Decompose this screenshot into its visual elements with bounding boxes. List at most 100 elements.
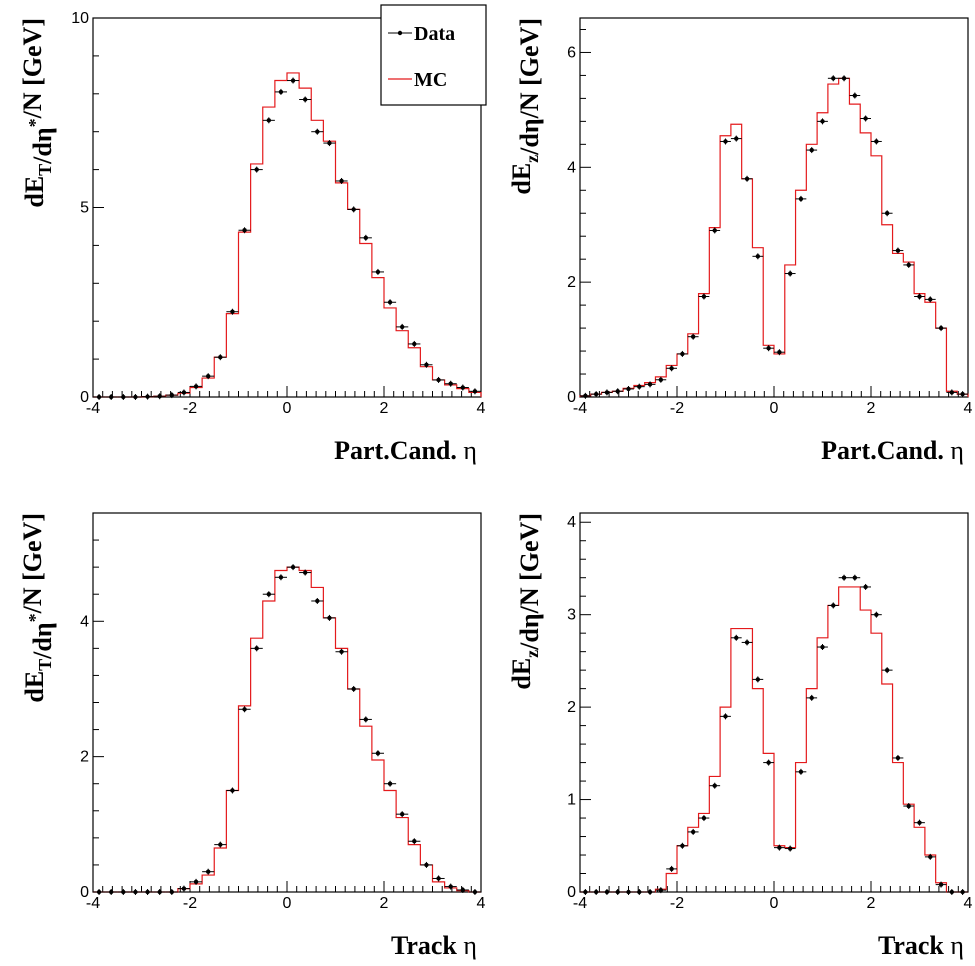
data-point [169,889,175,895]
y-tick-label: 5 [80,200,89,217]
data-point [218,355,223,360]
data-point [734,136,739,141]
data-point [604,390,610,395]
data-point [290,564,296,570]
data-point [145,889,150,895]
x-axis-title-symbol: η [463,931,477,960]
data-point [604,889,610,895]
x-tick-label: 2 [867,400,876,417]
data-point [96,889,102,895]
data-point [399,811,405,817]
x-tick-label: 0 [770,895,779,912]
y-tick-label: 1 [567,792,576,809]
data-point [424,362,429,367]
data-point [615,889,620,895]
x-axis-title: Part.Cand. η [334,436,477,465]
x-axis-title-symbol: η [950,436,964,465]
data-point [230,309,235,314]
panel-top-left: -4 -2 0 2 4 0 5 10 Part.Cand. η dET/dη*/N [GeV] [18,10,486,465]
y-tick-label: 6 [567,44,576,61]
data-point [302,570,308,575]
data-point [375,269,381,275]
y-tick-label: 0 [567,884,576,901]
data-point [108,889,114,895]
x-axis-title-symbol: η [950,931,964,960]
data-point [315,598,320,604]
x-tick-label: -4 [86,400,100,417]
y-axis-title-part: /N [GeV] [18,513,47,614]
data-point [787,271,793,276]
y-axis-title-sub: T [35,164,55,176]
data-point [193,384,199,389]
data-point [583,889,588,895]
y-axis-title-sup: * [25,118,45,127]
data-point [436,377,441,383]
data-point [363,717,369,722]
data-point [766,760,771,765]
data-point [874,612,879,617]
y-tick-label: 4 [80,613,89,630]
x-tick-label: -2 [183,895,197,912]
data-point [744,640,750,645]
y-axis-title: dEz/dη/N [GeV] [507,513,544,690]
data-point [266,592,272,597]
data-point [254,167,259,172]
data-point [647,889,653,895]
data-point [960,391,965,397]
data-point [680,351,685,357]
y-tick-label: 0 [80,884,89,901]
data-point [133,394,138,400]
data-point [841,575,847,580]
data-point [658,887,664,893]
data-point [841,76,847,81]
data-point [460,887,466,893]
data-point [436,876,441,881]
y-axis-title-sup: * [25,613,45,622]
data-point [712,783,717,788]
data-point [734,635,739,640]
data-point [723,714,728,719]
data-point [701,294,707,299]
data-point [424,862,429,868]
data-point [351,686,356,692]
x-axis-title-main: Part.Cand. [334,436,463,465]
data-point [193,879,199,885]
data-point [777,845,782,850]
data-point [777,350,782,355]
data-point [181,886,187,891]
data-point [820,644,825,650]
data-point [906,262,911,268]
x-tick-label: 2 [380,895,389,912]
x-axis-title: Track η [391,931,477,960]
data-point [351,207,356,212]
data-point [626,386,631,392]
data-point [690,334,696,339]
y-axis-title-part: dE [507,163,536,195]
y-tick-label: 2 [80,749,89,766]
data-point [339,649,344,654]
mc-histogram [580,586,968,893]
data-point [669,866,674,872]
data-point [375,751,381,756]
data-point [809,147,814,153]
data-point [290,78,296,83]
data-point [798,196,804,202]
data-point [327,140,332,146]
x-tick-label: 0 [283,400,292,417]
data-point [669,366,674,371]
data-point [315,129,320,134]
data-point [884,211,890,216]
y-tick-label: 3 [567,607,576,624]
data-point [863,116,868,121]
data-point [242,228,247,233]
panel-top-right: -4 -2 0 2 4 0 2 4 6 Part.Cand. η dEz/dη/N [GeV] [507,17,973,465]
data-point [133,889,138,895]
data-point [755,677,761,682]
x-tick-label: 4 [964,895,973,912]
data-point [157,394,162,399]
data-point [339,178,344,184]
y-axis-title-part: /dη [28,127,57,164]
data-point [387,781,393,786]
x-axis-title: Track η [878,931,964,960]
data-point [680,843,685,848]
